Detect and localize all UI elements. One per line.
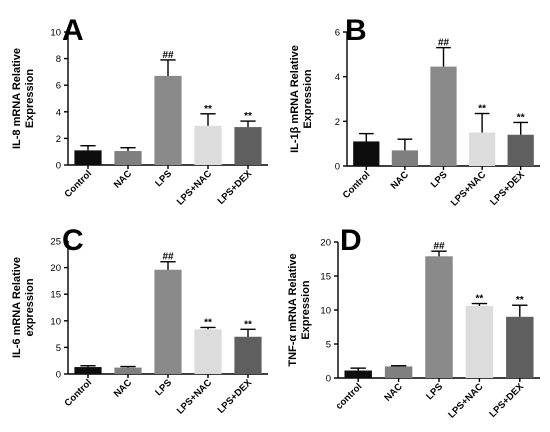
significance-label: ** — [517, 112, 525, 123]
y-tick-label: 25 — [50, 237, 61, 248]
bar-control — [353, 141, 380, 166]
bar-nac — [114, 151, 142, 165]
significance-label: ## — [162, 50, 174, 61]
y-tick-label: 2 — [335, 117, 340, 128]
significance-label: ** — [204, 317, 212, 328]
panel-D: D 0 5 10 15 20 TNF-α mRNA RelativeExpression co… — [287, 224, 540, 421]
panel-letter: D — [340, 224, 362, 257]
y-axis-label-line: TNF-α mRNA Relative — [287, 253, 299, 366]
panel-B: B 0 2 4 6 IL-1β mRNA RelativeExpression Contro… — [289, 14, 540, 209]
y-tick-label: 15 — [320, 272, 331, 283]
y-axis-label-line: Expression — [300, 280, 312, 340]
x-tick-label: LPS+DEX — [216, 377, 255, 416]
y-tick-label: 4 — [56, 107, 61, 118]
x-tick-label: LPS — [429, 169, 450, 190]
significance-label: ** — [244, 111, 252, 122]
bar-lps-plus-nac — [468, 132, 496, 166]
y-axis-label-line: IL-6 mRNA Relative — [11, 257, 23, 358]
x-tick-label: LPS+DEX — [487, 381, 526, 420]
panel-letter: B — [345, 14, 367, 47]
y-axis-label: TNF-α mRNA RelativeExpression — [287, 253, 312, 366]
y-tick-label: 10 — [320, 306, 331, 317]
bar-lps — [154, 269, 182, 374]
x-tick-label: Control — [341, 169, 373, 201]
y-tick-label: 4 — [335, 72, 340, 83]
bar-nac — [384, 366, 413, 378]
y-axis-label-line: IL-1β mRNA Relative — [289, 45, 301, 153]
bar-lps-plus-dex — [507, 134, 534, 166]
y-tick-label: 15 — [50, 290, 61, 301]
x-tick-label: LPS+DEX — [216, 168, 255, 207]
bar-control — [74, 150, 102, 165]
x-tick-label: NAC — [112, 168, 134, 190]
y-axis-label-line: expression — [24, 278, 36, 336]
significance-label: ## — [438, 38, 450, 49]
x-tick-label: Control — [62, 168, 94, 200]
panel-A: A 0 2 4 6 8 10 IL-8 mRNA RelativeExpression Cont… — [11, 14, 268, 208]
y-tick-label: 6 — [335, 28, 340, 39]
significance-label: ** — [516, 295, 524, 306]
x-tick-label: LPS+NAC — [175, 168, 214, 207]
bar-control — [344, 370, 372, 378]
x-tick-label: NAC — [382, 381, 404, 403]
bar-lps — [154, 75, 182, 165]
y-tick-label: 5 — [326, 340, 331, 351]
y-tick-label: 8 — [56, 54, 61, 65]
y-tick-label: 5 — [56, 343, 61, 354]
bar-lps-plus-dex — [506, 316, 534, 378]
y-axis-label: IL-8 mRNA RelativeExpression — [11, 48, 36, 149]
x-tick-label: Control — [62, 377, 94, 409]
x-tick-label: NAC — [112, 377, 134, 399]
y-tick-label: 0 — [56, 370, 61, 381]
y-tick-label: 6 — [56, 81, 61, 92]
x-tick-label: LPS+NAC — [449, 169, 488, 208]
y-tick-label: 20 — [320, 238, 331, 249]
x-tick-label: control — [334, 381, 365, 412]
x-tick-label: LPS — [424, 381, 445, 402]
x-tick-label: LPS — [153, 168, 174, 189]
x-tick-label: LPS+DEX — [488, 169, 527, 208]
bar-lps-plus-nac — [194, 329, 222, 374]
bar-lps — [425, 256, 453, 378]
significance-label: ** — [244, 319, 252, 330]
x-tick-label: LPS — [153, 377, 174, 398]
y-tick-label: 10 — [50, 316, 61, 327]
y-tick-label: 10 — [50, 28, 61, 39]
panel-letter: A — [62, 14, 84, 47]
bar-nac — [114, 367, 142, 374]
bar-lps — [430, 66, 457, 166]
bar-control — [74, 367, 102, 374]
y-axis-label: IL-6 mRNA Relativeexpression — [11, 257, 36, 358]
y-tick-label: 2 — [56, 134, 61, 145]
y-axis-label-line: Expression — [302, 69, 314, 129]
x-tick-label: NAC — [389, 169, 411, 191]
y-axis-label-line: IL-8 mRNA Relative — [11, 48, 23, 149]
y-axis-label-line: Expression — [24, 69, 36, 129]
y-tick-label: 0 — [326, 374, 331, 385]
significance-label: ** — [204, 104, 212, 115]
y-tick-label: 20 — [50, 263, 61, 274]
bar-lps-plus-dex — [234, 336, 262, 374]
significance-label: ## — [433, 241, 445, 252]
y-tick-label: 0 — [56, 161, 61, 172]
y-axis-label: IL-1β mRNA RelativeExpression — [289, 45, 314, 153]
bar-lps-plus-nac — [194, 125, 222, 165]
significance-label: ** — [478, 104, 486, 115]
x-tick-label: LPS+NAC — [446, 381, 485, 420]
y-tick-label: 0 — [335, 162, 340, 173]
bar-lps-plus-dex — [234, 127, 262, 165]
bar-nac — [391, 150, 419, 166]
x-tick-label: LPS+NAC — [175, 377, 214, 416]
significance-label: ## — [162, 252, 174, 263]
significance-label: ** — [476, 294, 484, 305]
bar-lps-plus-nac — [465, 305, 494, 378]
